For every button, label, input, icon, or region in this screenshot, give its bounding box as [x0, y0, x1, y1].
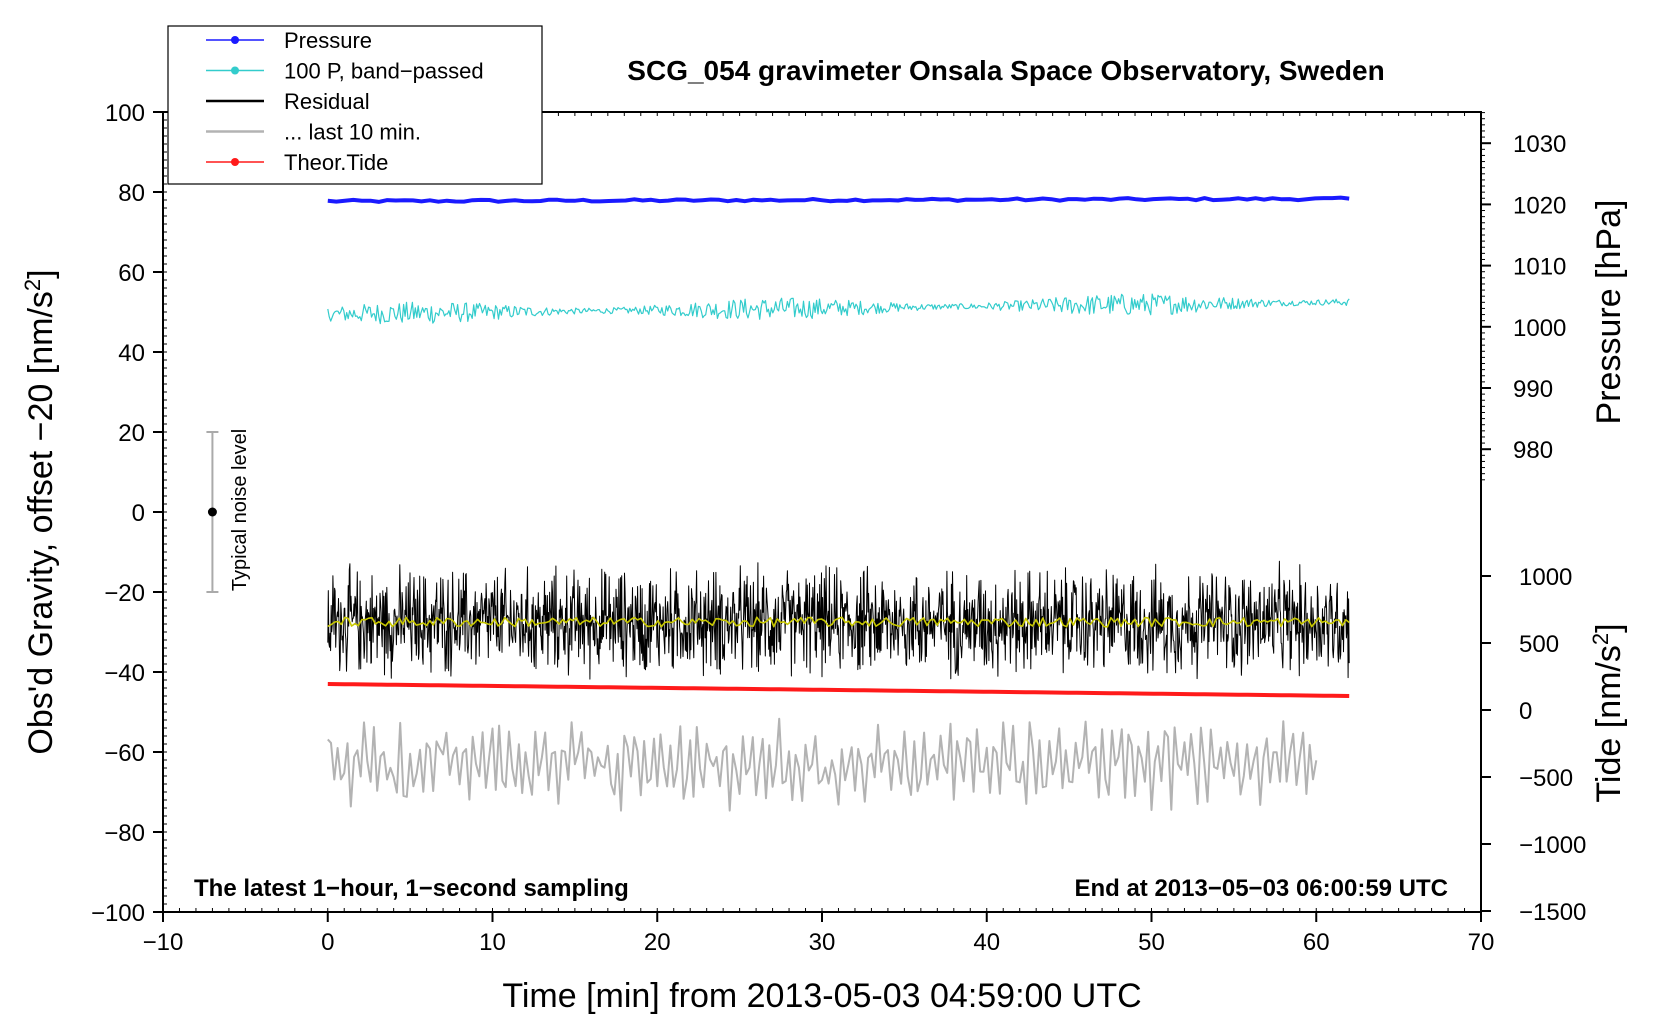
- y-left-label-sup: 2: [20, 279, 45, 291]
- y-left-tick-label: −40: [104, 660, 145, 687]
- y-left-tick-label: −20: [104, 580, 145, 607]
- tide-label-main: Tide [nm/s: [1590, 645, 1628, 802]
- y-left-tick-label: 80: [118, 180, 145, 207]
- y-left-label-close: ]: [22, 269, 60, 278]
- plot-frame: [162, 111, 1482, 913]
- y-left-tick-label: 40: [118, 340, 145, 367]
- tide-tick-label: −1000: [1519, 832, 1586, 859]
- legend-marker: [231, 66, 239, 75]
- legend: Pressure 100 P, band−passed Residual ... la…: [167, 25, 543, 185]
- legend-marker: [231, 158, 239, 166]
- x-tick-label: 20: [644, 929, 671, 956]
- pressure-tick-label: 1030: [1513, 131, 1566, 158]
- pressure-tick-label: 1010: [1513, 254, 1566, 281]
- y-left-tick-label: −100: [91, 900, 145, 927]
- pressure-tick-label: 1000: [1513, 315, 1566, 342]
- tide-axis-ticks: 1000 500 0 −500 −1000 −1500: [1481, 564, 1586, 926]
- x-axis-label: Time [min] from 2013-05-03 04:59:00 UTC: [502, 977, 1141, 1015]
- pressure-axis-ticks: 1030 1020 1010 1000 990 980: [1481, 112, 1566, 481]
- series-residual-smoothed: [327, 616, 1350, 628]
- x-tick-label: 30: [809, 929, 836, 956]
- series-layer: [327, 195, 1350, 812]
- y-left-tick-label: −80: [104, 820, 145, 847]
- x-tick-label: 10: [479, 929, 506, 956]
- y-left-tick-label: 20: [118, 420, 145, 447]
- legend-box: [167, 25, 543, 185]
- legend-label: Residual: [284, 89, 370, 114]
- series-100-p-band-passed: [327, 293, 1350, 325]
- legend-label: Pressure: [284, 28, 372, 53]
- x-axis-ticks: −10 0 10 20 30 40 50 60 70: [143, 912, 1495, 956]
- y-left-axis-ticks: 100 80 60 40 20 0 −20 −40 −60 −80 −100: [91, 100, 163, 927]
- noise-level-marker: Typical noise level: [206, 429, 251, 593]
- legend-label: 100 P, band−passed: [284, 59, 484, 84]
- x-tick-label: 60: [1303, 929, 1330, 956]
- chart-title: SCG_054 gravimeter Onsala Space Observat…: [627, 55, 1384, 86]
- series-residual: [327, 560, 1350, 680]
- series-pressure: [327, 195, 1350, 204]
- series-theor-tide: [327, 682, 1350, 698]
- minor-ticks: [162, 111, 1482, 913]
- tide-tick-label: −1500: [1519, 899, 1586, 926]
- tide-tick-label: 0: [1519, 698, 1532, 725]
- legend-label: ... last 10 min.: [284, 120, 421, 145]
- series-last-10-min: [327, 717, 1318, 812]
- pressure-tick-label: 990: [1513, 376, 1553, 403]
- y-left-tick-label: 60: [118, 260, 145, 287]
- annotation-sampling: The latest 1−hour, 1−second sampling: [194, 875, 629, 902]
- legend-entries: Pressure 100 P, band−passed Residual ... la…: [206, 28, 484, 175]
- noise-level-label: Typical noise level: [229, 429, 251, 591]
- annotation-end-time: End at 2013−05−03 06:00:59 UTC: [1074, 875, 1448, 902]
- tide-label-close: ]: [1590, 623, 1628, 632]
- x-tick-label: 0: [321, 929, 334, 956]
- y-left-axis-label: Obs'd Gravity, offset −20 [nm/s2]: [20, 269, 60, 754]
- x-tick-label: 50: [1138, 929, 1165, 956]
- x-tick-label: 40: [973, 929, 1000, 956]
- tide-label-sup: 2: [1588, 633, 1613, 645]
- tide-tick-label: 1000: [1519, 564, 1572, 591]
- pressure-tick-label: 980: [1513, 437, 1553, 464]
- pressure-axis-label: Pressure [hPa]: [1590, 200, 1628, 425]
- y-left-tick-label: 100: [105, 100, 145, 127]
- tide-tick-label: 500: [1519, 631, 1559, 658]
- x-tick-label: −10: [143, 929, 184, 956]
- y-left-label-main: Obs'd Gravity, offset −20 [nm/s: [22, 291, 60, 754]
- legend-label: Theor.Tide: [284, 150, 388, 175]
- x-tick-label: 70: [1468, 929, 1495, 956]
- tide-axis-label: Tide [nm/s2]: [1588, 623, 1628, 802]
- tide-tick-label: −500: [1519, 765, 1573, 792]
- pressure-tick-label: 1020: [1513, 192, 1566, 219]
- y-left-tick-label: −60: [104, 740, 145, 767]
- y-left-tick-label: 0: [132, 500, 145, 527]
- noise-level-dot: [207, 507, 217, 517]
- legend-marker: [231, 36, 239, 44]
